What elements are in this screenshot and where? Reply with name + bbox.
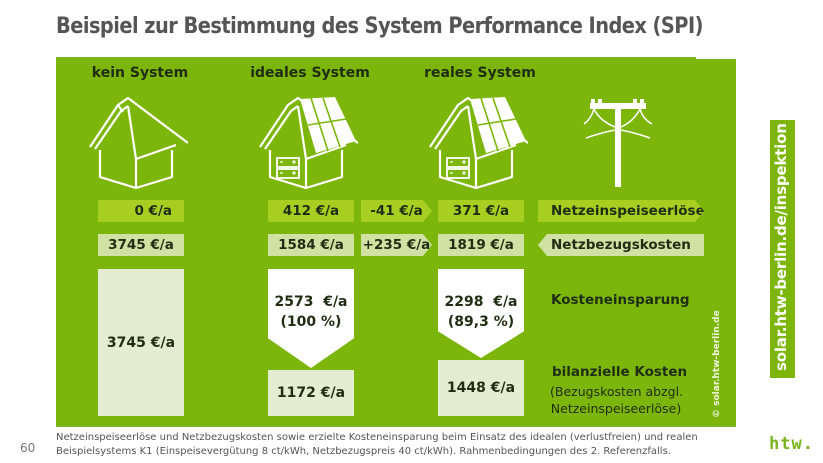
savings-real-percent: (89,3 %) — [447, 314, 515, 330]
net-costs-sublabel-1: (Bezugskosten abzgl. — [550, 384, 684, 399]
grid-purchase-label: Netzbezugskosten — [538, 234, 704, 256]
net-costs-real: 1448 €/a — [438, 360, 524, 416]
grid-purchase-real: 1819 €/a — [438, 234, 524, 256]
savings-label: Kosteneinsparung — [551, 292, 690, 308]
htw-logo: htw. — [769, 434, 814, 454]
net-costs-label: bilanzielle Kosten — [552, 364, 688, 380]
grid-purchase-ideal: 1584 €/a — [268, 234, 354, 256]
net-costs-kein-system: 3745 €/a — [98, 269, 184, 416]
heading-ideales-system: ideales System — [250, 65, 370, 81]
footer-divider — [56, 425, 736, 427]
feed-in-real: 371 €/a — [438, 200, 524, 222]
power-pole-icon — [583, 99, 653, 187]
grid-purchase-delta: +235 €/a — [361, 234, 432, 256]
savings-real-value: 2298 €/a — [444, 294, 518, 310]
house-solar-battery-icon — [259, 96, 358, 190]
side-url-link[interactable]: solar.htw-berlin.de/inspektion — [772, 123, 790, 371]
copyright-text: © solar.htw-berlin.de — [712, 310, 722, 418]
house-icon — [89, 96, 188, 190]
feed-in-delta: -41 €/a — [361, 200, 432, 222]
heading-reales-system: reales System — [424, 65, 536, 81]
net-costs-ideal: 1172 €/a — [268, 370, 354, 416]
heading-kein-system: kein System — [91, 65, 189, 81]
footnote-line-2: Beispielsystems K1 (Einspeisevergütung 8… — [56, 446, 671, 457]
footnote: Netzeinspeiseerlöse und Netzbezugskosten… — [56, 431, 736, 459]
feed-in-label: Netzeinspeiseerlöse — [538, 200, 704, 222]
footnote-line-1: Netzeinspeiseerlöse und Netzbezugskosten… — [56, 432, 698, 443]
savings-ideal-percent: (100 %) — [280, 314, 342, 330]
house-solar-battery-icon — [429, 96, 528, 190]
title-divider — [56, 57, 696, 59]
side-url-banner: solar.htw-berlin.de/inspektion — [770, 120, 795, 378]
feed-in-kein-system: 0 €/a — [98, 200, 184, 222]
net-costs-sublabel-2: Netzeinspeiseerlöse) — [550, 401, 682, 416]
savings-ideal-value: 2573 €/a — [274, 294, 348, 310]
page-title: Beispiel zur Bestimmung des System Perfo… — [56, 14, 703, 39]
grid-purchase-kein-system: 3745 €/a — [98, 234, 184, 256]
page-number: 60 — [20, 441, 36, 455]
feed-in-ideal: 412 €/a — [268, 200, 354, 222]
